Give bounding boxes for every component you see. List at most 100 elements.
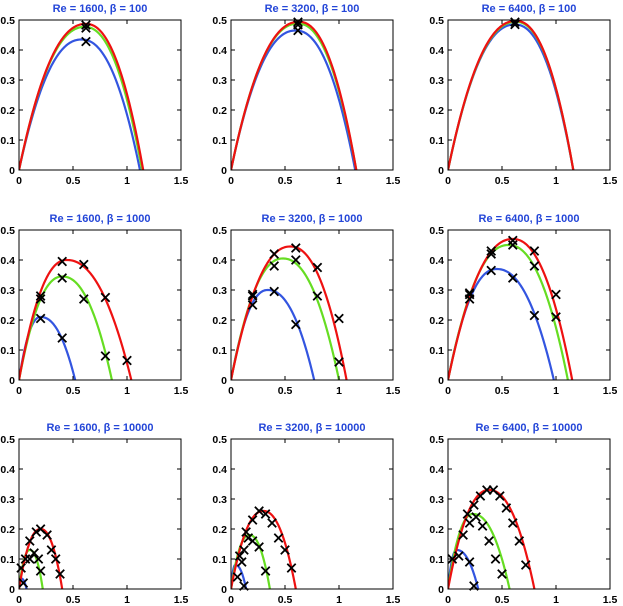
panel-title: Re = 3200, β = 100 [265,3,360,15]
marker-stroke-b [57,256,68,267]
data-point-marker [510,19,520,30]
x-tick-label: 1.5 [603,385,618,397]
marker-stroke-b [477,521,488,531]
marker-stroke-b [24,536,35,546]
marker-stroke-b [290,319,301,330]
marker-stroke-b [453,551,464,561]
marker-stroke-b [334,313,344,324]
y-tick-label: 0.2 [212,105,227,117]
data-point-marker [551,312,561,322]
marker-stroke-b [286,563,297,573]
axes-box [18,19,182,171]
chart-panel-4: Re = 1600, β = 1000 0 0.5 1 1.5 0 0.1 0.2 0.3 0.4… [0,213,188,397]
y-tick-label: 0.2 [212,315,227,327]
y-tick-label: 0.3 [212,494,227,506]
marker-stroke-b [312,291,323,301]
marker-stroke-b [29,548,39,558]
marker-stroke-b [447,554,458,564]
y-tick-label: 0 [438,165,444,177]
data-point-marker [33,554,44,564]
data-point-marker [254,506,264,516]
marker-stroke-b [18,578,29,588]
marker-stroke-b [471,512,481,522]
marker-stroke-b [269,286,280,297]
y-tick-label: 0.1 [212,554,227,566]
data-point-marker [490,554,501,564]
data-point-marker [24,536,35,546]
chart-panel-2: Re = 3200, β = 100 0 0.5 1 1.5 0 0.1 0.2 0.3 0.4 0… [212,3,400,187]
data-point-marker [290,255,301,265]
y-tick-label: 0.2 [0,524,15,536]
series-green-line [448,512,511,589]
marker-stroke-b [24,554,35,564]
y-tick-label: 0.4 [0,255,15,267]
data-point-marker [35,294,46,304]
data-point-marker [280,545,290,555]
panel-title: Re = 1600, β = 100 [53,3,148,15]
marker-stroke-b [269,249,280,259]
marker-stroke-b [50,554,61,564]
axes-box [230,229,394,381]
data-point-marker [234,551,245,561]
x-tick-label: 1 [553,594,559,606]
y-tick-label: 0.4 [429,255,444,267]
series-green-line [19,275,113,380]
data-point-marker [471,512,481,522]
y-tick-label: 0.2 [212,524,227,536]
marker-stroke-b [241,527,251,537]
marker-stroke-b [35,291,46,301]
x-tick-label: 0.5 [278,594,293,606]
marker-stroke-b [269,261,280,271]
marker-stroke-b [78,294,89,304]
data-point-marker [35,566,46,576]
marker-stroke-b [16,563,26,573]
data-point-marker [57,273,68,283]
series-red-line [19,22,145,170]
data-point-marker [334,357,344,367]
x-tick-label: 0.5 [495,594,510,606]
data-point-marker [293,25,303,36]
y-tick-label: 0 [438,584,444,596]
marker-stroke-b [280,545,290,555]
y-tick-label: 0.3 [0,75,15,87]
data-point-marker [312,262,323,273]
marker-stroke-b [267,518,277,528]
x-tick-label: 0 [228,175,234,187]
marker-stroke-b [81,20,91,30]
data-point-marker [529,246,540,256]
x-tick-label: 1.5 [386,594,401,606]
y-tick-label: 0.1 [0,554,15,566]
marker-stroke-b [247,291,258,301]
data-point-marker [507,518,518,528]
data-point-marker [260,566,271,576]
y-tick-label: 0.5 [429,15,444,27]
data-point-marker [290,319,301,330]
data-point-marker [273,533,284,543]
x-tick-label: 1 [124,175,130,187]
marker-stroke-b [507,273,518,283]
series-blue-line [231,29,357,170]
y-tick-label: 0.4 [212,464,227,476]
x-tick-label: 1.5 [174,594,189,606]
x-tick-label: 0.5 [66,385,81,397]
x-tick-label: 0 [16,594,22,606]
marker-stroke-b [507,518,518,528]
marker-stroke-b [290,243,301,253]
data-point-marker [269,249,280,259]
data-point-marker [100,292,111,303]
marker-stroke-b [247,515,258,525]
data-point-marker [247,289,258,300]
series-red-line [448,237,574,380]
y-tick-label: 0.4 [0,45,15,57]
x-tick-label: 1 [336,594,342,606]
data-point-marker [35,313,46,324]
y-tick-label: 0.3 [0,494,15,506]
axes-box [230,438,394,590]
axes-box [447,19,611,171]
marker-stroke-b [464,557,475,567]
y-tick-label: 0 [9,584,15,596]
data-point-marker [501,503,512,513]
data-point-marker [247,291,258,301]
y-tick-label: 0.1 [212,135,227,147]
